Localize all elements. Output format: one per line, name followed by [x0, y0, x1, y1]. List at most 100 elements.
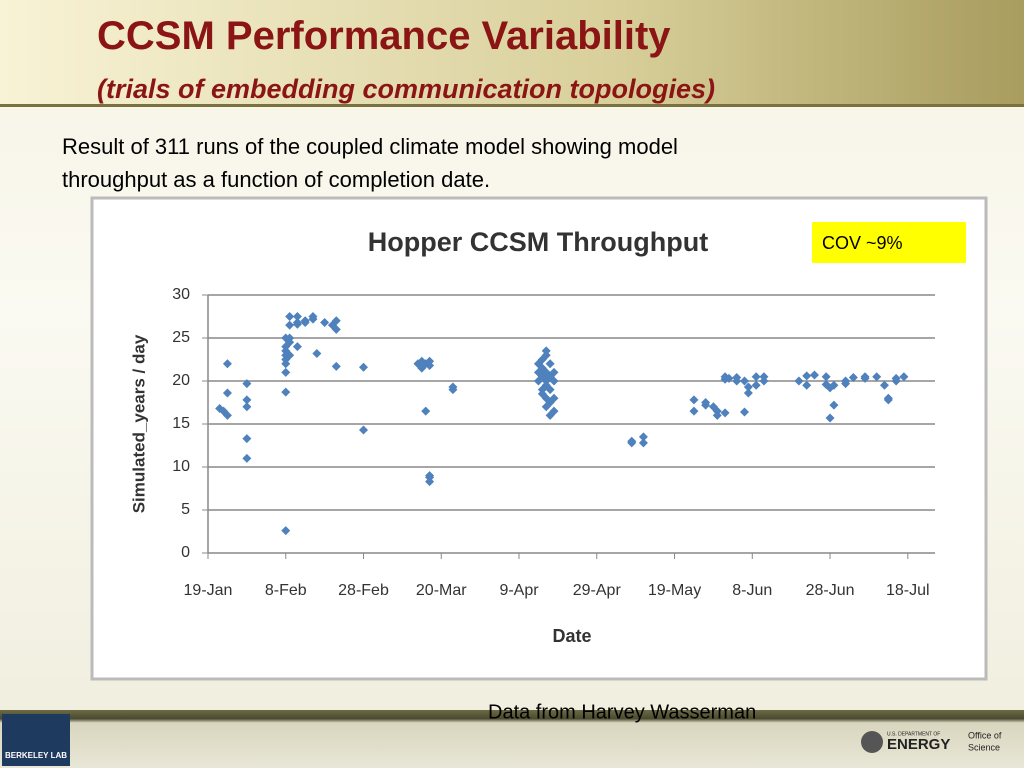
y-tick-label: 15: [172, 415, 190, 432]
data-point: [285, 320, 295, 330]
chart-frame: [90, 196, 988, 681]
body-line: throughput as a function of completion d…: [62, 167, 491, 192]
x-tick-label: 18-Jul: [886, 582, 930, 599]
data-point: [331, 316, 341, 326]
data-point: [242, 402, 252, 412]
data-point: [285, 312, 295, 321]
footer-band: [0, 710, 1024, 768]
data-point: [292, 312, 302, 321]
note-box: [812, 222, 966, 263]
data-point: [549, 367, 559, 377]
doe-text: Science: [968, 742, 1000, 752]
lab-logo: [2, 714, 70, 766]
data-point: [829, 400, 839, 410]
data-point: [751, 380, 761, 390]
data-point: [883, 395, 893, 405]
data-point: [448, 382, 458, 392]
data-point: [809, 370, 819, 380]
data-point: [242, 434, 252, 444]
y-tick-label: 25: [172, 329, 190, 346]
data-point: [292, 319, 302, 329]
data-point: [740, 376, 750, 386]
data-point: [829, 380, 839, 390]
data-point: [627, 438, 637, 448]
data-point: [222, 388, 232, 398]
x-tick-label: 9-Apr: [499, 582, 539, 599]
data-point: [794, 376, 804, 386]
x-tick-label: 29-Apr: [573, 582, 622, 599]
data-point: [732, 376, 742, 386]
x-tick-label: 8-Feb: [265, 582, 307, 599]
data-point: [891, 373, 901, 383]
data-point: [802, 380, 812, 390]
data-point: [242, 395, 252, 405]
data-point: [285, 333, 295, 343]
data-point: [549, 393, 559, 403]
data-point: [689, 395, 699, 405]
data-point: [743, 382, 753, 392]
data-point: [285, 350, 295, 360]
lab-logo-text: BERKELEY LAB: [5, 751, 67, 760]
data-point: [331, 361, 341, 371]
y-tick-label: 20: [172, 372, 190, 389]
data-point: [821, 372, 831, 382]
doe-text: Office of: [968, 730, 1002, 740]
x-tick-label: 28-Feb: [338, 582, 389, 599]
data-point: [879, 380, 889, 390]
data-point: [841, 379, 851, 389]
data-point: [860, 373, 870, 383]
data-point: [421, 406, 431, 416]
data-point: [331, 324, 341, 334]
data-point: [292, 342, 302, 352]
slide-subtitle: (trials of embedding communication topol…: [97, 74, 716, 104]
data-point: [689, 406, 699, 416]
data-point: [281, 387, 291, 397]
body-text: Result of 311 runs of the coupled climat…: [62, 130, 678, 196]
data-point: [320, 318, 330, 328]
doe-text: U.S. DEPARTMENT OF: [887, 731, 940, 737]
x-tick-label: 20-Mar: [416, 582, 467, 599]
data-point: [802, 371, 812, 381]
data-point: [638, 438, 648, 448]
data-point: [222, 410, 232, 420]
data-point: [872, 372, 882, 382]
data-point: [701, 400, 711, 410]
note: COV ~9%: [822, 233, 903, 253]
y-tick-label: 30: [172, 286, 190, 303]
data-point: [359, 425, 369, 435]
data-point: [545, 385, 555, 395]
data-point: [549, 376, 559, 386]
data-point: [825, 413, 835, 423]
body-line: Result of 311 runs of the coupled climat…: [62, 134, 678, 159]
header-band: [0, 0, 1024, 107]
y-tick-label: 10: [172, 458, 190, 475]
data-point: [899, 372, 909, 382]
chart-title: Hopper CCSM Throughput: [368, 227, 708, 257]
data-point: [425, 356, 435, 366]
data-point: [549, 406, 559, 416]
data-point: [312, 348, 322, 358]
x-tick-label: 8-Jun: [732, 582, 772, 599]
slide-title: CCSM Performance Variability: [97, 14, 671, 58]
data-point: [425, 472, 435, 482]
data-point: [222, 359, 232, 369]
doe-seal: [861, 731, 883, 753]
data-point: [308, 312, 318, 321]
y-tick-label: 0: [181, 544, 190, 561]
x-axis-label: Date: [552, 626, 591, 646]
data-point: [751, 372, 761, 382]
data-point: [541, 346, 551, 356]
data-point: [545, 359, 555, 369]
data-point: [720, 408, 730, 418]
y-axis-label: Simulated_years / day: [129, 334, 148, 513]
x-tick-label: 28-Jun: [806, 582, 855, 599]
data-point: [638, 432, 648, 442]
data-point: [281, 367, 291, 377]
data-point: [300, 318, 310, 328]
x-tick-label: 19-Jan: [184, 582, 233, 599]
data-point: [281, 526, 291, 536]
x-tick-label: 19-May: [648, 582, 701, 599]
data-point: [242, 453, 252, 463]
